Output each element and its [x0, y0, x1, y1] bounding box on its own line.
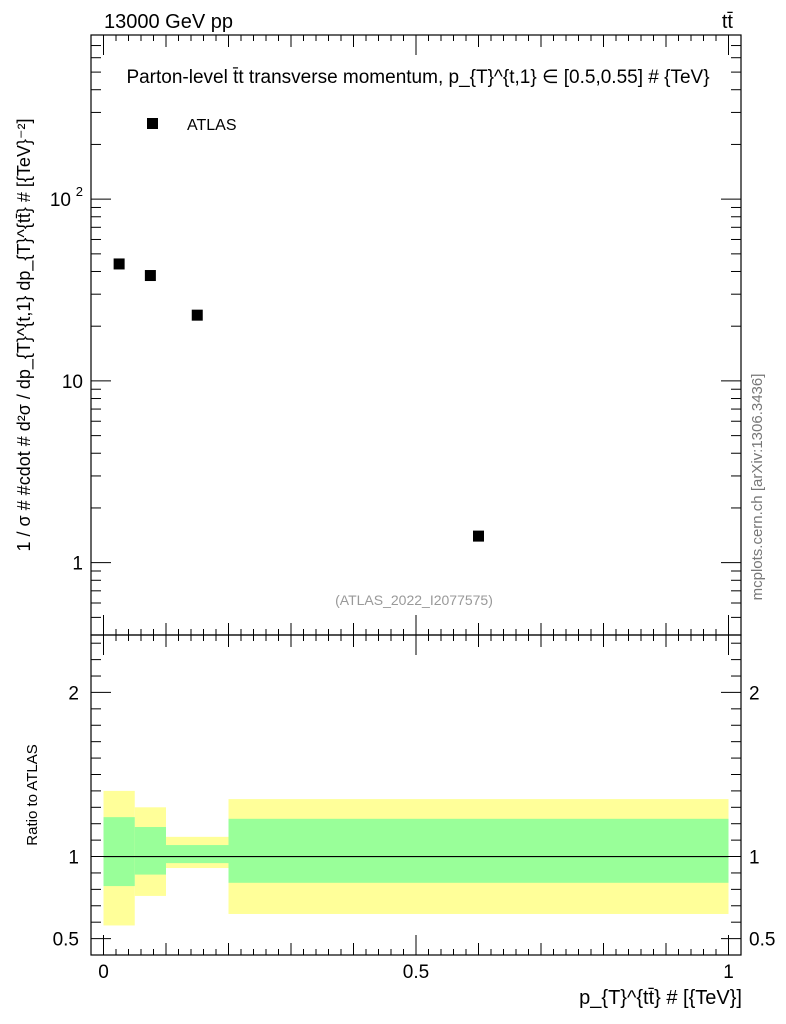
ratio-y-axis-label: Ratio to ATLAS [24, 744, 41, 845]
ratio-panel: 0.5 0.51 12 2 0 0.5 1 Ratio to ATLAS p_{T}^{t… [24, 634, 775, 1009]
ratio-band-segment [134, 827, 166, 875]
main-y-axis-label: 1 / σ # #cdot # d²σ / dp_{T}^{t,1} dp_{T… [14, 119, 35, 552]
data-point [144, 270, 156, 282]
analysis-watermark: (ATLAS_2022_I2077575) [335, 592, 493, 608]
ratio-band-segment [228, 818, 729, 883]
side-label: mcplots.cern.ch [arXiv:1306.3436] [749, 374, 766, 601]
data-point [191, 309, 203, 321]
ratio-y-tick-label-right: 1 [749, 848, 760, 869]
legend-label: ATLAS [187, 117, 237, 134]
ratio-y-tick-label: 2 [68, 683, 79, 704]
data-point [113, 258, 125, 270]
data-points [113, 258, 484, 542]
ratio-y-ticks: 0.5 0.5 1 1 2 2 [53, 642, 775, 951]
legend-marker [147, 118, 158, 129]
x-tick-label: 1 [723, 962, 734, 983]
y-tick-label-exponent: 2 [76, 184, 83, 199]
ratio-y-tick-label-right: 0.5 [749, 930, 775, 951]
ratio-x-ticks: 0 0.5 1 [98, 635, 734, 983]
ratio-band-segment [166, 845, 229, 864]
y-tick-label: 1 [72, 554, 83, 575]
main-y-ticks: 1 10 10 2 [50, 34, 741, 636]
header-left: 13000 GeV pp [104, 11, 233, 33]
x-tick-label: 0.5 [403, 962, 429, 983]
x-tick-label: 0 [98, 962, 109, 983]
y-tick-label: 10 [62, 372, 83, 393]
data-point [473, 530, 484, 542]
y-tick-label: 10 [50, 190, 71, 211]
header-right: tt̄ [722, 11, 734, 33]
ratio-y-tick-label: 1 [68, 848, 79, 869]
ratio-y-tick-label: 0.5 [53, 930, 79, 951]
ratio-bands [103, 790, 729, 926]
ratio-band-segment [103, 817, 135, 887]
chart-title: Parton-level t̄t transverse momentum, p_… [126, 67, 709, 88]
x-axis-label: p_{T}^{tt̄} # [{TeV}] [579, 987, 742, 1009]
ratio-y-tick-label-right: 2 [749, 683, 760, 704]
legend: ATLAS [147, 117, 237, 134]
main-panel: 1 10 10 2 Parton-level t̄t transverse momen… [14, 34, 742, 636]
main-x-ticks [103, 35, 729, 635]
